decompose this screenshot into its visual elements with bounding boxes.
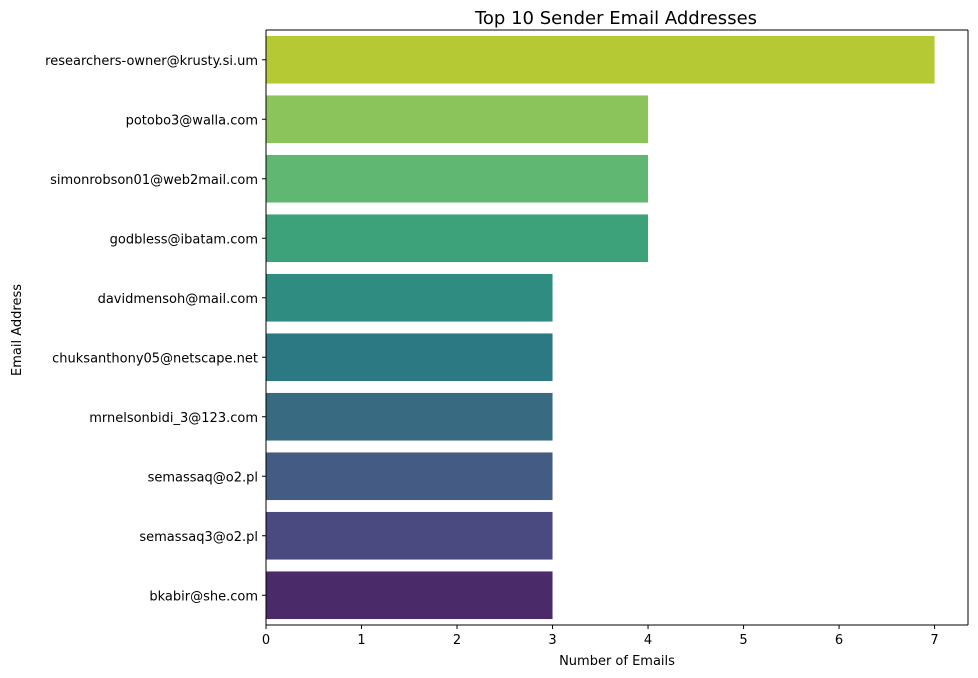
x-tick-label: 5 xyxy=(739,633,747,648)
y-axis-title: Email Address xyxy=(10,284,25,376)
y-tick-label: godbless@ibatam.com xyxy=(110,232,258,247)
axes-layer xyxy=(265,29,969,626)
x-axis-title: Number of Emails xyxy=(559,654,675,669)
y-tick-label: mrnelsonbidi_3@123.com xyxy=(89,411,258,426)
y-tick-label: chuksanthony05@netscape.net xyxy=(52,351,258,366)
y-ticks-layer: researchers-owner@krusty.si.um potobo3@wa… xyxy=(45,54,266,604)
bar xyxy=(266,35,935,84)
chart-title: Top 10 Sender Email Addresses xyxy=(474,8,757,29)
bar xyxy=(266,333,553,382)
bar xyxy=(266,154,649,203)
x-tick-label: 1 xyxy=(357,633,365,648)
bar xyxy=(266,95,649,144)
y-tick-label: simonrobson01@web2mail.com xyxy=(50,173,258,188)
y-tick-label: davidmensoh@mail.com xyxy=(98,292,258,307)
bar xyxy=(266,273,553,322)
x-ticks-layer: 0 1 2 3 4 5 6 7 xyxy=(262,625,939,648)
bar xyxy=(266,392,553,441)
bar xyxy=(266,511,553,560)
x-tick-label: 3 xyxy=(548,633,556,648)
x-tick-label: 0 xyxy=(262,633,270,648)
bars-layer xyxy=(266,35,935,620)
x-tick-label: 7 xyxy=(930,633,938,648)
x-tick-label: 2 xyxy=(453,633,461,648)
bar xyxy=(266,571,553,620)
x-tick-label: 4 xyxy=(644,633,652,648)
bar xyxy=(266,214,649,263)
y-tick-label: semassaq@o2.pl xyxy=(148,470,258,485)
y-tick-label: semassaq3@o2.pl xyxy=(139,530,258,545)
y-tick-label: potobo3@walla.com xyxy=(126,113,258,128)
y-tick-label: researchers-owner@krusty.si.um xyxy=(45,54,258,69)
bar xyxy=(266,452,553,501)
x-tick-label: 6 xyxy=(835,633,843,648)
y-tick-label: bkabir@she.com xyxy=(149,589,258,604)
